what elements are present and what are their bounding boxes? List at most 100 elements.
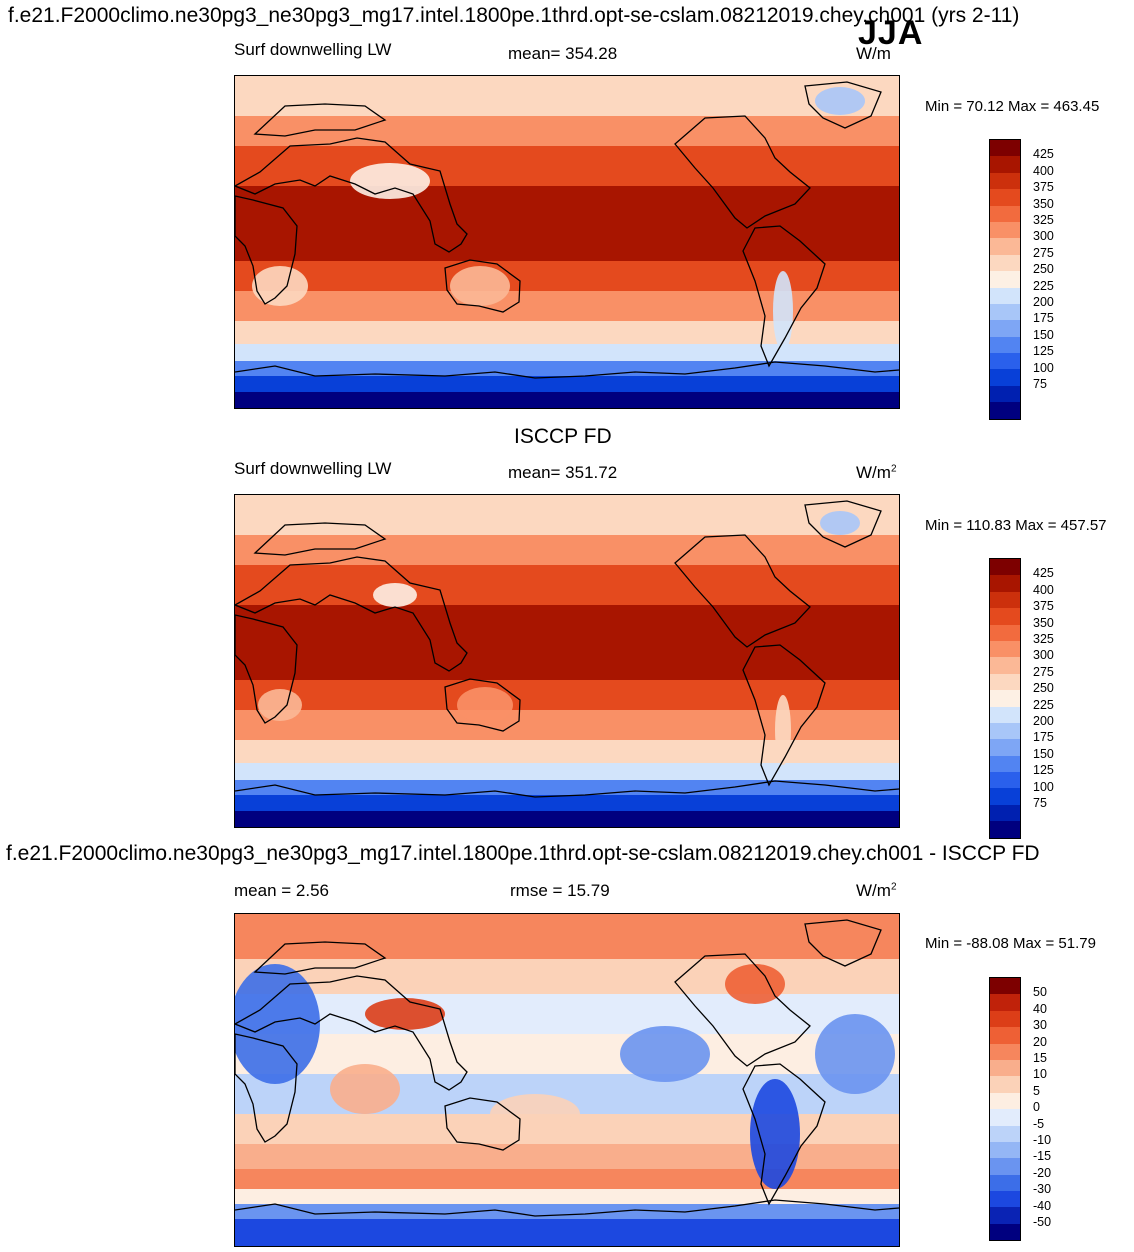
colorbar-tick-label: 100	[1033, 360, 1054, 375]
field-anomaly	[815, 1014, 895, 1094]
coastline	[235, 975, 468, 1091]
colorbar-tick-label: -30	[1033, 1182, 1052, 1197]
colorbar-tick-label: 350	[1033, 196, 1054, 211]
colorbar-swatch	[990, 1174, 1020, 1192]
panel3-minmax-label: Min = -88.08 Max = 51.79	[925, 935, 1096, 952]
colorbar-tick-label: 200	[1033, 295, 1054, 309]
coastline	[235, 1199, 899, 1217]
colorbar-tick-label: 300	[1033, 648, 1054, 663]
coastline	[235, 614, 298, 724]
colorbar-swatch	[990, 772, 1020, 789]
coastline	[235, 1033, 298, 1143]
coastline	[235, 137, 468, 253]
colorbar-swatch	[990, 385, 1020, 403]
field-band	[235, 605, 899, 646]
season-label: JJA	[858, 14, 924, 52]
field-anomaly	[620, 1026, 710, 1082]
colorbar-tick-label: 375	[1033, 599, 1054, 614]
coastline	[804, 500, 882, 548]
coastline	[742, 1063, 826, 1206]
coastline	[444, 678, 521, 732]
coastline	[444, 1097, 521, 1151]
colorbar-tick-label: 275	[1033, 245, 1054, 260]
colorbar-tick-label: 150	[1033, 746, 1054, 761]
colorbar-swatch	[990, 303, 1020, 321]
colorbar-swatch	[990, 320, 1020, 337]
colorbar-swatch	[990, 722, 1020, 740]
colorbar-swatch	[990, 804, 1020, 822]
panel2-minmax-label: Min = 110.83 Max = 457.57	[925, 517, 1107, 534]
colorbar-tick-label: 0	[1033, 1100, 1040, 1115]
colorbar-swatch	[990, 254, 1020, 272]
colorbar-swatch	[990, 1125, 1020, 1142]
field-anomaly	[373, 583, 417, 607]
colorbar-swatch	[990, 755, 1020, 773]
colorbar-tick-label: -15	[1033, 1149, 1052, 1164]
field-anomaly	[815, 87, 865, 115]
colorbar-swatch	[990, 788, 1020, 805]
coastline	[253, 522, 387, 556]
field-anomaly	[235, 964, 320, 1084]
map-field	[235, 495, 899, 827]
field-band	[235, 535, 899, 566]
colorbar-swatch	[990, 1223, 1020, 1241]
coastline	[444, 259, 521, 313]
colorbar-tick-label: 200	[1033, 714, 1054, 728]
colorbar-swatch	[990, 624, 1020, 641]
field-band	[235, 291, 899, 322]
field-band	[235, 680, 899, 711]
panel1-units-label: W/m	[856, 44, 891, 63]
colorbar-swatch	[990, 821, 1020, 838]
panel2-variable-label: Surf downwelling LW	[234, 459, 392, 478]
field-band	[235, 344, 899, 362]
colorbar-swatch	[990, 287, 1020, 304]
colorbar-swatch	[990, 657, 1020, 674]
field-anomaly	[773, 271, 793, 351]
field-anomaly	[252, 266, 308, 306]
colorbar-swatch	[990, 140, 1020, 157]
colorbar-swatch	[990, 673, 1020, 691]
colorbar-swatch	[990, 591, 1020, 609]
colorbar-swatch	[990, 690, 1020, 707]
field-anomaly	[457, 687, 513, 723]
panel3-mean-label: mean = 2.56	[234, 881, 329, 900]
map-field	[235, 76, 899, 408]
coastline	[804, 919, 882, 967]
colorbar-swatch	[990, 1158, 1020, 1175]
colorbar-tick-label: 275	[1033, 664, 1054, 679]
colorbar-tick-label: 75	[1033, 796, 1047, 810]
field-band	[235, 392, 899, 408]
coastline	[674, 115, 811, 229]
colorbar-swatch	[990, 1010, 1020, 1028]
colorbar-tick-label: 175	[1033, 311, 1054, 326]
colorbar-swatch	[990, 238, 1020, 255]
colorbar-swatch	[990, 221, 1020, 239]
colorbar-swatch	[990, 978, 1020, 995]
colorbar-swatch	[990, 156, 1020, 173]
field-band	[235, 1034, 899, 1075]
panel3-map	[234, 913, 900, 1247]
field-band	[235, 76, 899, 117]
colorbar-swatch	[990, 353, 1020, 370]
colorbar-tick-label: 425	[1033, 147, 1054, 162]
field-anomaly	[820, 511, 860, 535]
colorbar-swatch	[990, 172, 1020, 190]
field-anomaly	[450, 266, 510, 306]
panel2-mean-label: mean= 351.72	[508, 463, 618, 482]
field-band	[235, 376, 899, 393]
field-band	[235, 146, 899, 187]
panel1-variable-label: Surf downwelling LW	[234, 40, 392, 59]
colorbar-tick-label: -40	[1033, 1198, 1052, 1213]
field-band	[235, 1219, 899, 1246]
colorbar-swatch	[990, 559, 1020, 576]
coastline	[674, 953, 811, 1067]
panel2-title: ISCCP FD	[514, 425, 612, 448]
colorbar-tick-label: -5	[1033, 1116, 1045, 1131]
field-band	[235, 795, 899, 812]
panel2-map	[234, 494, 900, 828]
colorbar-swatch	[990, 608, 1020, 625]
colorbar-swatch	[990, 189, 1020, 206]
field-anomaly	[365, 998, 445, 1030]
colorbar-tick-label: 425	[1033, 566, 1054, 581]
field-band	[235, 710, 899, 741]
